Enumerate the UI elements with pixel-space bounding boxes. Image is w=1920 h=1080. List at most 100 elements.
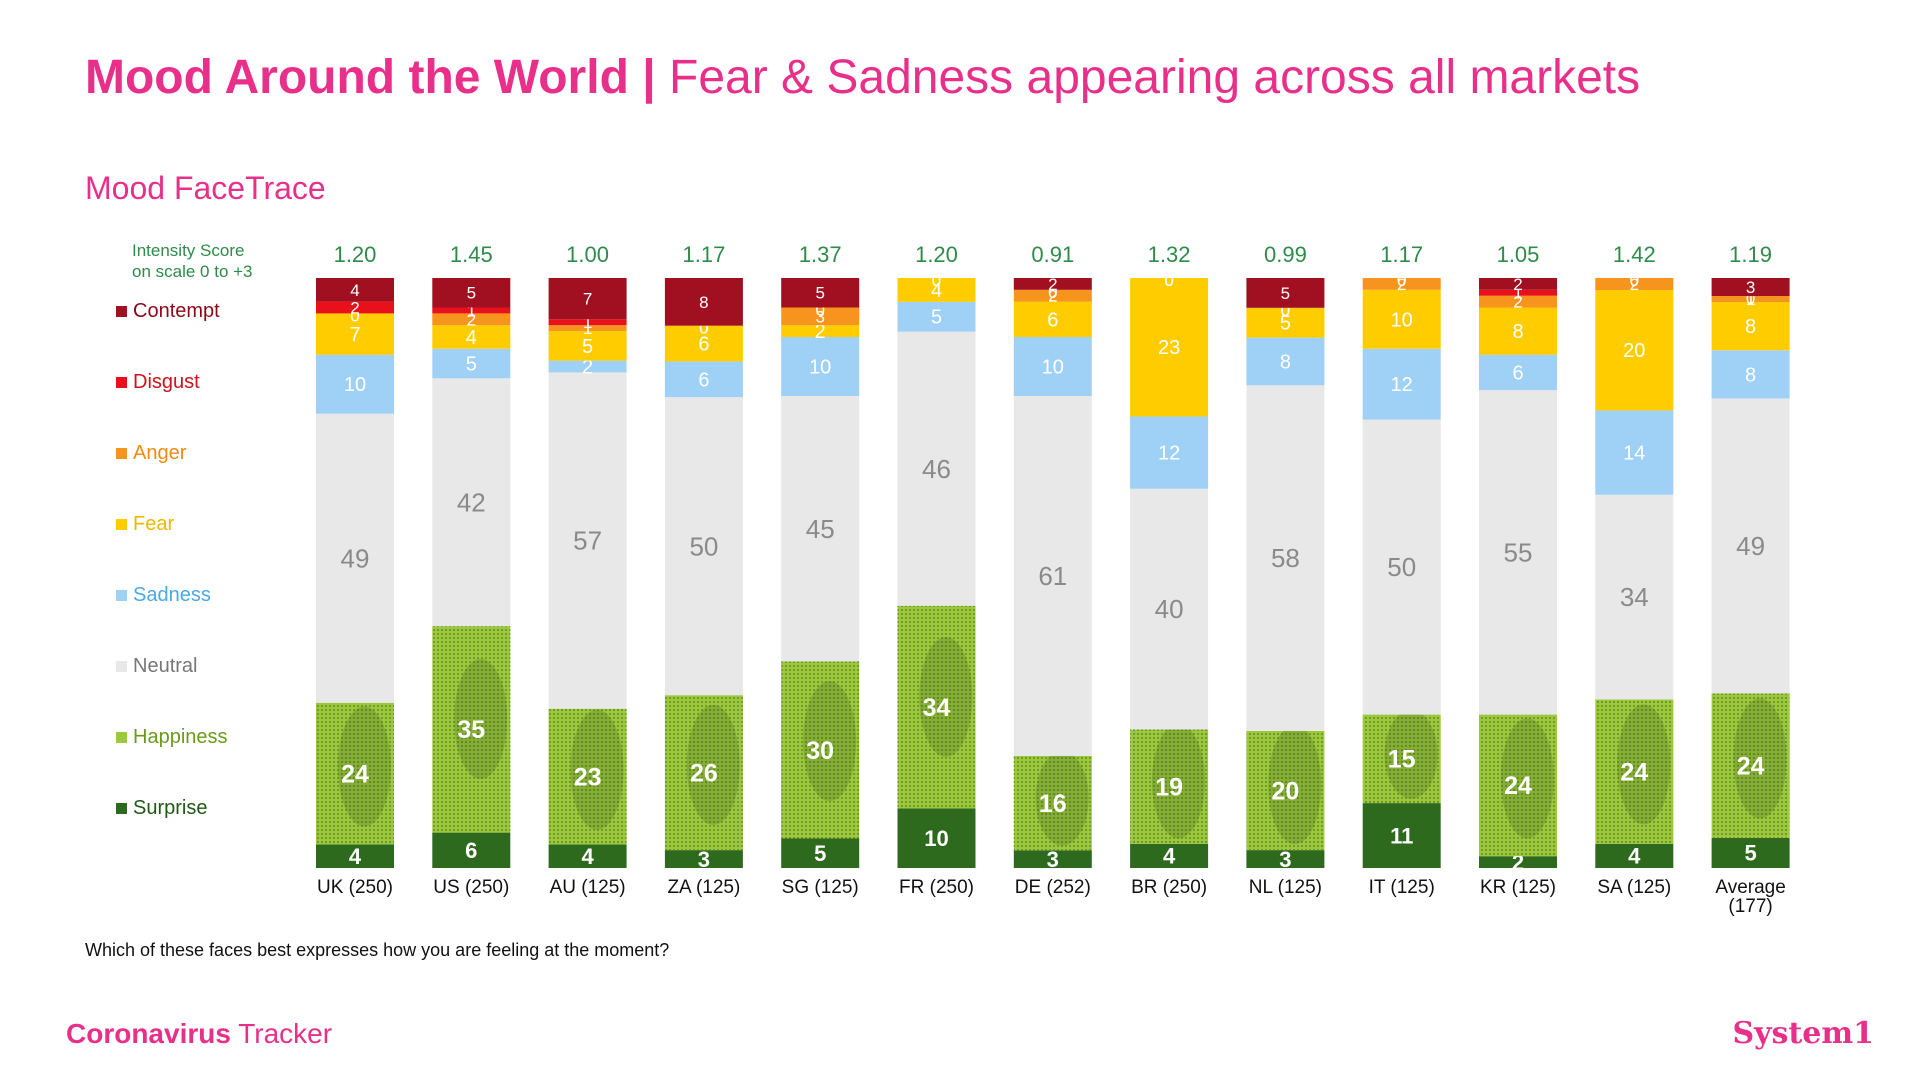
bar-segment-fear <box>1130 278 1209 417</box>
legend-label: Sadness <box>133 584 211 606</box>
face-icon <box>1268 724 1322 845</box>
bar-segment-fear <box>432 325 511 349</box>
data-label: 0 <box>1397 271 1406 290</box>
face-icon <box>919 636 973 757</box>
face-icon <box>337 706 391 827</box>
bar-segment-sadness <box>897 301 976 332</box>
legend-swatch-anger <box>116 448 127 459</box>
data-label: 2 <box>350 298 359 317</box>
bar-segment-neutral <box>897 331 976 606</box>
bar-segment-disgust <box>1479 289 1557 296</box>
data-label: 2 <box>1048 275 1057 294</box>
data-label: 20 <box>1623 340 1645 362</box>
data-label: 3 <box>1279 847 1291 872</box>
data-label: 46 <box>922 454 951 484</box>
bar-segment-sadness <box>664 361 743 398</box>
face-texture <box>1130 729 1209 844</box>
data-label: 8 <box>1745 316 1756 338</box>
data-label: 0 <box>350 306 359 325</box>
data-label: 5 <box>1280 313 1291 335</box>
bar-segment-fear <box>1711 302 1790 351</box>
face-texture <box>548 708 627 845</box>
bar-segment-neutral <box>548 372 627 709</box>
data-label: 4 <box>931 280 942 302</box>
bar-segment-neutral <box>1130 488 1209 730</box>
face-texture <box>664 695 743 851</box>
x-tick-label: AU (125) <box>550 877 626 898</box>
data-label: 3 <box>1746 278 1755 297</box>
data-label: 11 <box>1390 823 1413 848</box>
intensity-score: 1.20 <box>915 242 958 267</box>
data-label: 4 <box>581 844 594 869</box>
data-label: 3 <box>815 307 824 326</box>
title-bold: Mood Around the World | <box>85 51 656 104</box>
legend-label: Happiness <box>133 726 228 748</box>
x-tick-label: IT (125) <box>1369 877 1435 898</box>
bar-segment-anger <box>1711 296 1790 303</box>
bar-segment-fear <box>1013 301 1092 337</box>
face-texture <box>432 626 511 833</box>
intensity-score: 1.20 <box>334 242 377 267</box>
legend-swatch-fear <box>116 519 127 530</box>
data-label: 1 <box>583 313 592 332</box>
data-label: 0 <box>1164 271 1173 290</box>
bar-segment-anger <box>1479 295 1557 308</box>
bar-segment-contempt <box>1246 278 1325 308</box>
intensity-caption: Intensity Score on scale 0 to +3 <box>132 240 253 282</box>
bar-segment-sadness <box>1246 337 1325 386</box>
data-label: 50 <box>1387 552 1416 582</box>
data-label: 0 <box>1630 271 1639 290</box>
data-label: 6 <box>1047 309 1058 331</box>
survey-question: Which of these faces best expresses how … <box>85 940 670 960</box>
bar-segment-surprise <box>1711 837 1790 868</box>
bar-segment-disgust <box>548 319 627 326</box>
data-label: 40 <box>1155 594 1184 624</box>
legend-label: Anger <box>133 442 187 464</box>
bar-segment-fear <box>1479 307 1557 355</box>
data-label: 10 <box>809 357 831 379</box>
bar-segment-fear <box>897 278 976 302</box>
x-tick-label: (177) <box>1728 896 1772 917</box>
data-label: 24 <box>1504 772 1532 800</box>
bar-segment-contempt <box>548 278 627 320</box>
bar-segment-neutral <box>781 396 860 662</box>
legend-swatch-neutral <box>116 661 127 672</box>
x-tick-label: DE (252) <box>1015 877 1091 898</box>
data-label: 35 <box>457 716 485 744</box>
intensity-score: 0.91 <box>1031 242 1074 267</box>
bar-segment-anger <box>1595 278 1674 291</box>
data-label: 0 <box>1281 301 1290 320</box>
legend-swatch-sadness <box>116 590 127 601</box>
x-tick-label: US (250) <box>433 877 509 898</box>
data-label: 7 <box>583 290 592 309</box>
data-label: 2 <box>1048 287 1057 306</box>
data-label: 49 <box>341 543 370 573</box>
legend-label: Surprise <box>133 797 208 819</box>
x-tick-label: KR (125) <box>1480 877 1556 898</box>
data-label: 58 <box>1271 543 1300 573</box>
bar-segment-fear <box>781 325 860 337</box>
bar-segment-fear <box>664 325 743 362</box>
data-label: 10 <box>1042 357 1064 379</box>
bar-segment-neutral <box>1595 494 1674 700</box>
bar-segment-surprise <box>1013 850 1092 868</box>
legend-label: Neutral <box>133 655 198 677</box>
x-tick-label: BR (250) <box>1131 877 1207 898</box>
data-label: 16 <box>1039 790 1067 818</box>
bar-segment-anger <box>1362 278 1441 290</box>
face-icon <box>570 709 624 830</box>
intensity-score: 0.99 <box>1264 242 1307 267</box>
data-label: 45 <box>806 514 835 544</box>
data-label: 4 <box>466 327 477 349</box>
bar-segment-fear <box>1362 289 1441 349</box>
legend-swatch-happiness <box>116 732 127 743</box>
data-label: 20 <box>1271 777 1299 805</box>
data-label: 23 <box>574 763 602 791</box>
data-label: 12 <box>1158 443 1180 465</box>
intensity-caption-line1: Intensity Score <box>132 241 245 260</box>
data-label: 5 <box>815 284 824 303</box>
